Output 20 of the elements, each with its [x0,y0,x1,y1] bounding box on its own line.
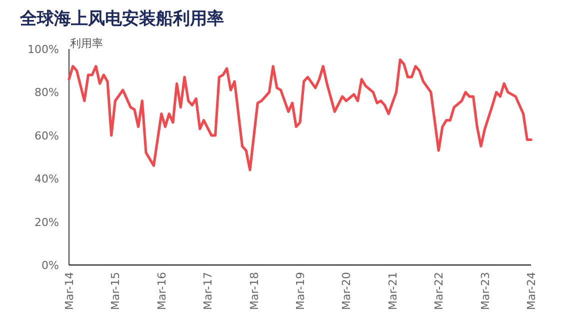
y-tick-label: 0% [42,259,59,272]
x-tick-label: Mar-23 [478,272,492,310]
chart-title: 全球海上风电安装船利用率 [19,9,224,29]
x-tick-label: Mar-24 [525,272,538,310]
y-tick-label: 100% [28,43,59,56]
y-tick-label: 20% [34,216,59,229]
x-tick-label: Mar-18 [248,272,261,310]
x-tick-label: Mar-14 [63,272,76,310]
x-tick-label: Mar-17 [202,272,215,310]
x-tick-label: Mar-15 [109,272,122,310]
x-tick-label: Mar-20 [340,272,354,310]
x-tick-label: Mar-22 [432,272,446,310]
x-tick-label: Mar-21 [386,272,400,310]
x-tick-label: Mar-19 [294,272,307,310]
y-tick-label: 60% [34,129,59,142]
y-axis-title: 利用率 [70,37,103,50]
y-tick-label: 40% [34,172,59,186]
y-tick-label: 80% [34,86,59,100]
line-series [68,58,532,172]
x-tick-label: Mar-16 [155,272,168,310]
